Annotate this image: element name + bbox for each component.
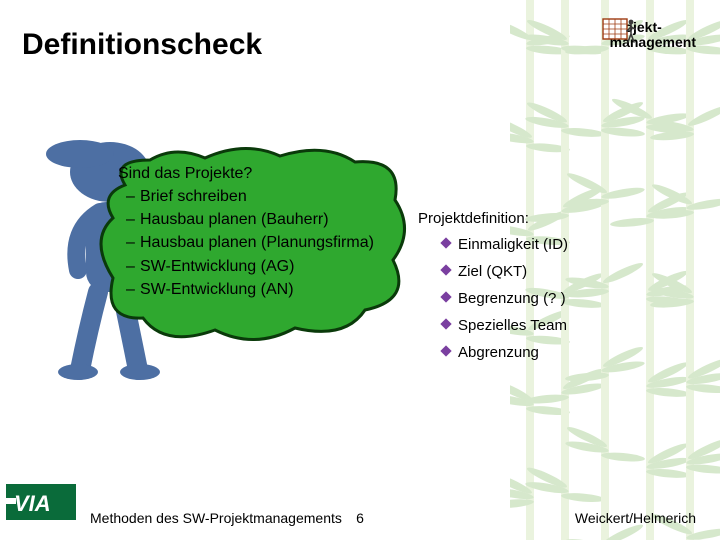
flipchart-icon xyxy=(602,18,636,46)
diamond-bullet-icon xyxy=(440,291,451,302)
definition-item-label: Ziel (QKT) xyxy=(458,263,527,280)
footer-left: Methoden des SW-Projektmanagements xyxy=(90,510,342,526)
question-item: Hausbau planen (Bauherr) xyxy=(118,208,418,231)
question-item: Brief schreiben xyxy=(118,185,418,208)
definition-item-label: Spezielles Team xyxy=(458,317,567,334)
definition-item: Spezielles Team xyxy=(418,312,568,339)
svg-text:VIA: VIA xyxy=(14,491,51,516)
slide-title: Definitionscheck xyxy=(22,28,262,62)
definition-item: Einmaligkeit (ID) xyxy=(418,231,568,258)
question-block: Sind das Projekte? Brief schreibenHausba… xyxy=(118,165,418,301)
question-item: Hausbau planen (Planungsfirma) xyxy=(118,231,418,254)
definition-item-label: Abgrenzung xyxy=(458,344,539,361)
logo-icon: VIA xyxy=(6,484,76,520)
question-title: Sind das Projekte? xyxy=(118,165,418,183)
diamond-bullet-icon xyxy=(440,264,451,275)
definition-item-label: Begrenzung (? ) xyxy=(458,290,566,307)
diamond-bullet-icon xyxy=(440,345,451,356)
question-item: SW-Entwicklung (AG) xyxy=(118,255,418,278)
footer-right: Weickert/Helmerich xyxy=(575,510,696,526)
diamond-bullet-icon xyxy=(440,318,451,329)
definition-item: Ziel (QKT) xyxy=(418,258,568,285)
definition-block: Projektdefinition: Einmaligkeit (ID) Ziel… xyxy=(418,210,568,366)
definition-item-label: Einmaligkeit (ID) xyxy=(458,236,568,253)
diamond-bullet-icon xyxy=(440,237,451,248)
definition-item: Abgrenzung xyxy=(418,339,568,366)
definition-title: Projektdefinition: xyxy=(418,210,568,227)
definition-item: Begrenzung (? ) xyxy=(418,285,568,312)
page-number: 6 xyxy=(356,510,364,526)
brand-label: Projekt- management xyxy=(610,20,696,51)
footer: VIA Methoden des SW-Projektmanagements 6… xyxy=(0,500,720,526)
question-item: SW-Entwicklung (AN) xyxy=(118,278,418,301)
